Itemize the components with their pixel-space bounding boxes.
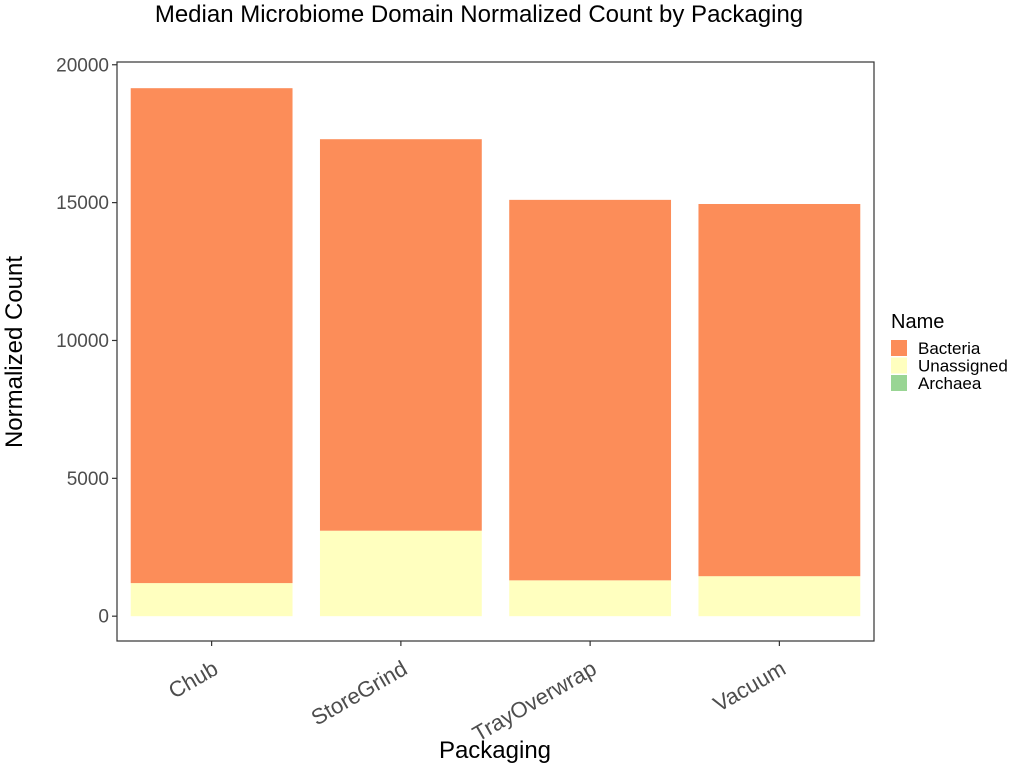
x-tick-label-vacuum: Vacuum: [709, 656, 790, 717]
y-axis: 0 5000 10000 15000 20000: [56, 55, 117, 628]
plot-area: [130, 88, 861, 617]
legend-key-bacteria: [891, 340, 907, 356]
y-tick-label: 20000: [56, 55, 109, 76]
x-axis: Chub StoreGrind TrayOverwrap Vacuum: [164, 641, 790, 746]
x-axis-title: Packaging: [439, 737, 551, 764]
x-tick-label-trayoverwrap: TrayOverwrap: [468, 656, 600, 747]
legend-label-unassigned: Unassigned: [918, 357, 1008, 376]
y-tick-label: 10000: [56, 331, 109, 352]
chart-title: Median Microbiome Domain Normalized Coun…: [155, 1, 803, 28]
legend-label-bacteria: Bacteria: [918, 339, 981, 358]
legend-key-archaea: [891, 375, 907, 391]
y-tick-label: 15000: [56, 193, 109, 214]
bar-trayoverwrap-bacteria: [509, 199, 672, 581]
x-tick-label-storegrind: StoreGrind: [307, 656, 412, 731]
bar-vacuum-bacteria: [698, 203, 861, 577]
legend-title: Name: [891, 311, 944, 333]
y-tick-label: 5000: [67, 469, 109, 490]
plot-border: [116, 61, 875, 642]
bar-storegrind-unassigned: [319, 530, 482, 617]
bar-storegrind-bacteria: [319, 139, 482, 531]
bar-chub-unassigned: [130, 583, 293, 617]
legend-label-archaea: Archaea: [918, 374, 982, 393]
legend-key-unassigned: [891, 357, 907, 374]
bar-trayoverwrap-unassigned: [509, 580, 672, 617]
y-tick-label: 0: [98, 607, 109, 628]
bar-vacuum-unassigned: [698, 576, 861, 617]
bar-chub-bacteria: [130, 88, 293, 584]
x-tick-label-chub: Chub: [164, 656, 222, 704]
y-axis-title: Normalized Count: [1, 256, 28, 448]
